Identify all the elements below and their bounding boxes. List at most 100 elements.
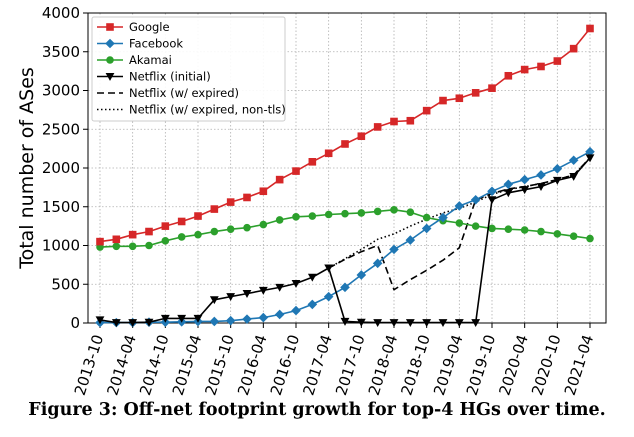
series-netflix-initial-point	[144, 318, 154, 327]
series-akamai-point	[128, 242, 137, 251]
series-facebook-point	[242, 314, 252, 324]
y-axis-label: Total number of ASes	[16, 67, 38, 270]
series-google-point	[210, 205, 219, 213]
x-tick-label: 2021-04	[561, 332, 597, 397]
series-netflix-initial-point	[438, 319, 448, 328]
series-facebook-point	[307, 299, 318, 310]
series-facebook-point	[421, 223, 432, 234]
series-google-point	[455, 94, 464, 103]
series-akamai-point	[259, 220, 268, 229]
y-tick-label: 1000	[42, 237, 80, 255]
series-facebook-point	[503, 179, 514, 190]
series-google-point	[128, 230, 137, 239]
series-facebook-point	[405, 235, 416, 245]
legend: Google Facebook Akamai Netflix (initial) Net…	[91, 16, 286, 122]
series-google-point	[308, 158, 317, 166]
legend-akamai-label: Akamai	[129, 53, 172, 67]
series-facebook-point	[209, 316, 220, 327]
series-facebook-point	[258, 312, 269, 323]
series-netflix-initial-point	[307, 273, 317, 282]
series-google-point	[275, 175, 284, 184]
series-google-point	[520, 65, 529, 74]
series-google	[96, 24, 594, 246]
series-google-point	[341, 140, 349, 148]
x-tick-label: 2016-04	[234, 332, 270, 397]
y-tick-label: 2000	[42, 159, 80, 177]
legend-google: Google	[97, 20, 170, 34]
series-facebook-point	[274, 309, 285, 320]
series-facebook-point	[568, 155, 579, 166]
series-akamai-point	[324, 210, 333, 219]
chart: 050010001500200025003000350040002013-102…	[16, 4, 607, 398]
series-akamai-point	[292, 213, 300, 221]
series-netflix-initial-point	[128, 319, 138, 328]
series-akamai-point	[177, 233, 186, 241]
series-akamai-point	[390, 206, 398, 214]
series-google-point	[422, 106, 431, 115]
series-netflix-initial-point	[209, 296, 219, 305]
series-netflix-initial-point	[487, 196, 497, 205]
series-akamai-point	[357, 209, 366, 217]
series-google-point	[390, 117, 398, 126]
legend-box	[91, 16, 286, 122]
series-netflix-initial-point	[405, 319, 415, 328]
series-netflix-initial-point	[471, 319, 481, 328]
series-akamai-point	[471, 222, 480, 230]
series-facebook-point	[552, 163, 563, 174]
legend-google-label: Google	[129, 20, 170, 34]
series-facebook-point	[291, 305, 301, 316]
series-netflix-initial-point	[373, 319, 383, 328]
series-netflix-initial-point	[356, 318, 366, 327]
legend-facebook-marker	[105, 38, 115, 49]
series-netflix-initial-point	[275, 283, 285, 292]
series-netflix-initial-point	[291, 279, 301, 288]
x-tick-label: 2018-04	[365, 332, 401, 397]
series-google-point	[112, 235, 121, 244]
series-netflix-initial-point	[503, 189, 513, 198]
series-google-point	[504, 71, 513, 80]
series-google-point	[324, 149, 333, 158]
y-tick-label: 3500	[42, 43, 80, 61]
series-facebook-point	[454, 201, 465, 211]
series-google-point	[357, 132, 366, 141]
series-akamai-point	[145, 241, 153, 250]
x-tick-label: 2015-10	[201, 332, 237, 397]
x-tick-label: 2013-10	[71, 332, 107, 397]
legend-netflix-initial-label: Netflix (initial)	[129, 70, 211, 84]
series-facebook-point	[323, 291, 334, 302]
series-netflix-initial-point	[95, 316, 105, 325]
series-akamai-point	[406, 208, 415, 216]
series-google-point	[226, 198, 235, 206]
legend-akamai: Akamai	[97, 53, 172, 67]
legend-google-marker	[106, 23, 114, 31]
series-facebook-point	[470, 194, 481, 205]
series-google-point	[145, 227, 153, 236]
series-akamai-point	[341, 209, 349, 218]
series	[95, 24, 595, 328]
x-tick-label: 2014-10	[136, 332, 172, 397]
series-facebook-point	[356, 270, 367, 280]
series-akamai-point	[520, 226, 529, 234]
legend-netflix-w-expired-non-tls-label: Netflix (w/ expired, non-tls)	[129, 103, 286, 117]
series-facebook-point	[536, 170, 546, 180]
series-facebook-point	[372, 258, 383, 269]
series-akamai-point	[553, 230, 562, 238]
legend-facebook-label: Facebook	[129, 37, 183, 51]
series-akamai-point	[455, 219, 464, 227]
legend-netflix-w-expired-non-tls: Netflix (w/ expired, non-tls)	[97, 103, 286, 117]
series-netflix-initial-point	[422, 319, 432, 328]
series-akamai-point	[275, 216, 284, 224]
series-facebook	[95, 146, 595, 328]
x-tick-label: 2019-10	[463, 332, 499, 397]
series-netflix-initial-point	[520, 186, 530, 195]
series-google-point	[96, 237, 104, 246]
series-akamai-point	[488, 224, 496, 233]
x-tick-label: 2018-10	[397, 332, 433, 397]
y-tick-label: 1500	[42, 198, 80, 216]
series-netflix-initial-point	[454, 319, 464, 328]
series-akamai	[96, 206, 594, 251]
series-netflix-initial-point	[226, 293, 236, 302]
y-tick-label: 3000	[42, 82, 80, 100]
y-tick-label: 4000	[42, 4, 80, 22]
y-tick-label: 0	[70, 314, 80, 332]
